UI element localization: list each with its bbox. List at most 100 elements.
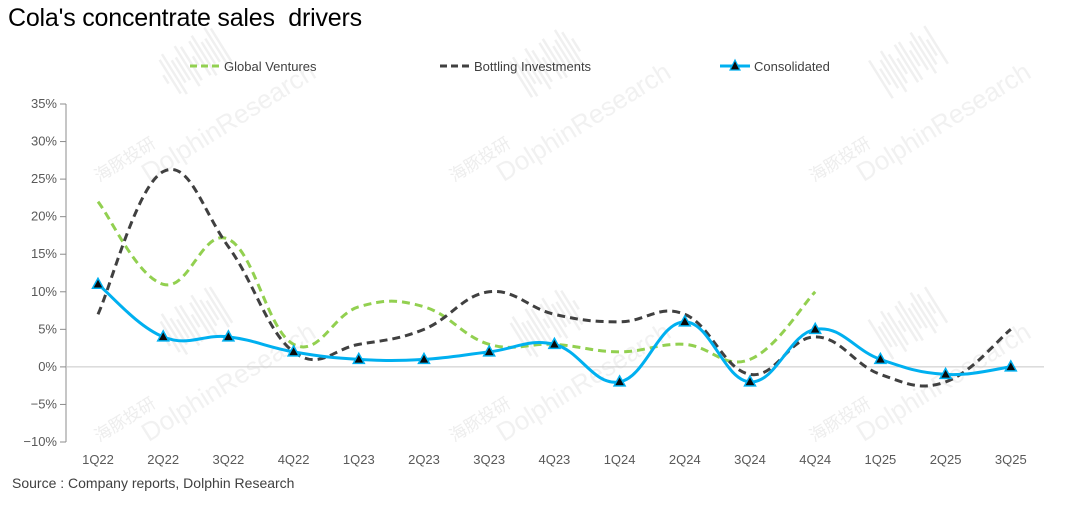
watermark-bar (158, 59, 182, 95)
watermark-bar (560, 289, 584, 326)
watermark-bar (188, 40, 212, 76)
watermark-bar (511, 315, 539, 358)
y-tick-label: 10% (31, 284, 57, 299)
watermark-bar (204, 37, 221, 63)
watermark-bar (199, 299, 218, 327)
watermark-bar (570, 37, 582, 52)
y-tick-label: 20% (31, 209, 57, 224)
data-point-consolidated (417, 351, 431, 365)
watermark-bar (925, 38, 938, 57)
watermark-bar (868, 59, 894, 99)
data-point-consolidated (612, 374, 627, 387)
x-tick-label: 1Q22 (82, 452, 114, 467)
watermark-bar (159, 320, 181, 353)
source-note: Source : Company reports, Dolphin Resear… (12, 475, 295, 491)
y-tick-label: −10% (23, 434, 57, 449)
watermark-bar (541, 56, 552, 71)
watermark-bar (916, 293, 939, 327)
x-tick-label: 4Q24 (799, 452, 831, 467)
watermark-bar (189, 301, 211, 335)
watermark-bar (879, 67, 892, 86)
data-point-consolidated (221, 329, 236, 342)
x-tick-label: 2Q22 (147, 452, 179, 467)
series-layer (91, 168, 1018, 388)
watermark-bar (203, 287, 231, 328)
watermark-bar (894, 305, 919, 342)
x-tick-label: 3Q24 (734, 452, 766, 467)
watermark-bar (208, 286, 234, 324)
data-point-consolidated (286, 344, 301, 357)
x-tick-label: 2Q25 (930, 452, 962, 467)
series-line-bottling-investments (96, 168, 1012, 388)
data-point-consolidated (91, 276, 105, 290)
watermark-bar (525, 320, 542, 343)
watermark-bar (176, 318, 190, 339)
watermark-bar (160, 53, 188, 95)
watermark-bar (524, 47, 552, 90)
watermark-bar (886, 312, 909, 346)
data-point-consolidated (482, 344, 496, 357)
watermark-bar (867, 319, 895, 360)
watermark-bar (169, 317, 188, 346)
watermark-bar (907, 307, 923, 329)
y-tick-label: 30% (31, 134, 57, 149)
legend-marker-consolidated (729, 58, 741, 71)
axes: 35% 30% 25% 20% 15% 10% 5% 0% −5% −10% 1Q22 2Q22 3Q2… (23, 96, 1044, 467)
watermark-bar (524, 308, 552, 350)
watermark-bar (174, 56, 192, 81)
watermark-bar (554, 39, 573, 67)
x-tick-label: 2Q24 (669, 452, 701, 467)
x-tick-label: 1Q23 (343, 452, 375, 467)
chart-title: Cola's concentrate sales drivers (8, 4, 362, 32)
x-tick-label: 3Q23 (473, 452, 505, 467)
watermark-bar (909, 40, 930, 71)
data-point-consolidated (678, 314, 692, 327)
x-tick-label: 2Q23 (408, 452, 440, 467)
watermark-bar (524, 57, 543, 85)
watermark-bar (190, 34, 218, 77)
watermark-bar (896, 57, 909, 75)
watermark-bar (917, 35, 938, 66)
watermark-bar (170, 59, 187, 84)
series-line-global-ventures (96, 200, 817, 364)
watermark-bar (509, 322, 533, 357)
watermark-bar (552, 45, 567, 66)
data-point-consolidated (352, 351, 366, 365)
watermark-bar (927, 301, 937, 314)
watermark-bar (541, 297, 569, 339)
x-tick-label: 3Q25 (995, 452, 1027, 467)
watermark-bar (879, 50, 908, 93)
watermark-bar (508, 60, 534, 98)
watermark-bar (908, 49, 921, 67)
data-point-consolidated (808, 321, 822, 335)
watermark-bar (521, 321, 538, 347)
data-point-consolidated (156, 329, 170, 342)
watermark-bar (205, 300, 220, 321)
watermark-bar (179, 46, 203, 81)
series-line-consolidated (97, 283, 1011, 384)
watermark-bar (541, 38, 569, 79)
watermark-bar (909, 31, 938, 74)
y-tick-label: 35% (31, 96, 57, 111)
watermark-bar (897, 320, 907, 333)
watermark-bar (554, 289, 582, 331)
data-point-consolidated (743, 374, 757, 387)
x-tick-label: 4Q23 (538, 452, 570, 467)
y-tick-label: 15% (31, 246, 57, 261)
data-point-consolidated (547, 336, 562, 350)
x-tick-label: 3Q22 (212, 452, 244, 467)
data-point-consolidated (873, 351, 888, 365)
legend-label-consolidated: Consolidated (754, 59, 830, 74)
watermark-bar (162, 74, 170, 85)
watermark-bar (511, 56, 539, 97)
watermark-bar (538, 42, 563, 80)
watermark-bar (530, 308, 554, 344)
x-tick-label: 1Q24 (604, 452, 636, 467)
watermark-bar (893, 44, 920, 83)
x-tick-label: 4Q22 (278, 452, 310, 467)
watermark-bar (190, 313, 201, 328)
watermark-bar (522, 63, 537, 85)
watermark-bar (923, 25, 949, 65)
